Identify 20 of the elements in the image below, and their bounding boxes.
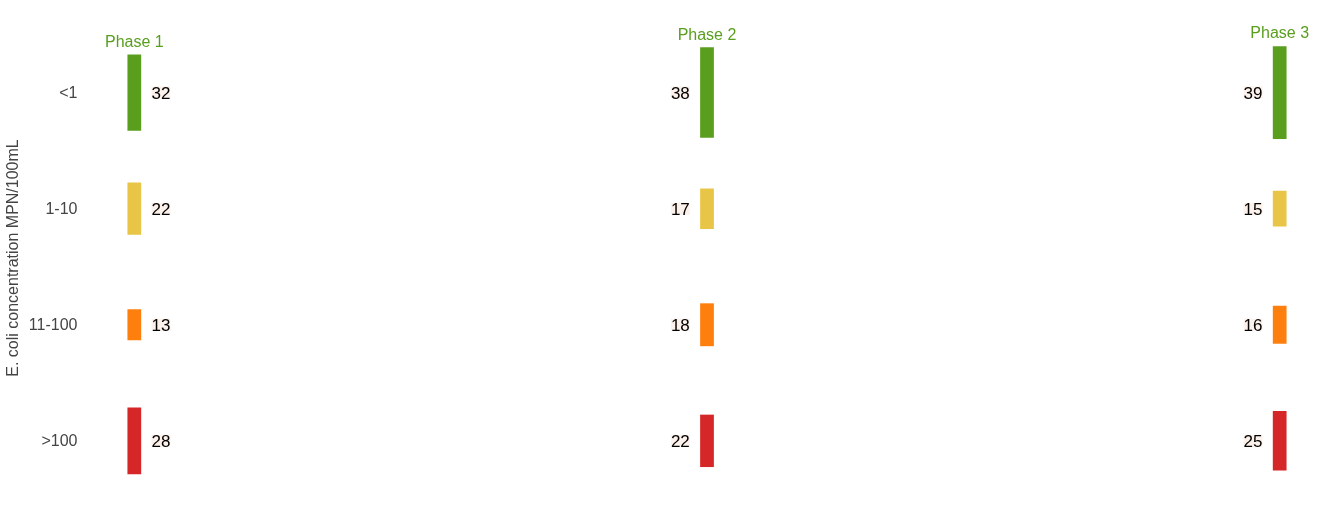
text: E. coli concentration MPN/100mL [3, 139, 21, 377]
text: Phase 3 [1250, 24, 1310, 42]
category-label: 1-10 [45, 200, 78, 218]
data-label: 39 [1243, 83, 1263, 103]
data-label: 28 [151, 431, 171, 451]
data-label: 22 [151, 199, 171, 219]
category-label: >100 [41, 432, 78, 450]
data-label: 18 [670, 315, 690, 335]
text: Phase 2 [677, 25, 737, 43]
data-label: 38 [670, 83, 690, 103]
data-label: 17 [670, 199, 690, 219]
category-label: 11-100 [28, 316, 78, 334]
data-label: 15 [1243, 199, 1263, 219]
data-label: 32 [151, 83, 171, 103]
data-label: 16 [1243, 315, 1263, 335]
text: Phase 1 [104, 32, 164, 50]
category-label: <1 [59, 84, 78, 102]
data-label: 22 [670, 431, 690, 451]
data-label: 13 [151, 315, 171, 335]
data-label: 25 [1243, 431, 1263, 451]
